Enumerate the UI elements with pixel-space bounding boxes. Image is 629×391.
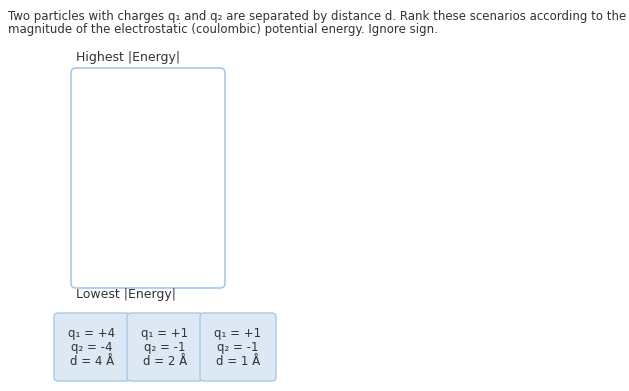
FancyBboxPatch shape bbox=[127, 313, 203, 381]
Text: Lowest |Energy|: Lowest |Energy| bbox=[76, 288, 176, 301]
Text: Highest |Energy|: Highest |Energy| bbox=[76, 51, 180, 64]
Text: d = 1 Å: d = 1 Å bbox=[216, 355, 260, 368]
Text: magnitude of the electrostatic (coulombic) potential energy. Ignore sign.: magnitude of the electrostatic (coulombi… bbox=[8, 23, 438, 36]
Text: d = 4 Å: d = 4 Å bbox=[70, 355, 114, 368]
Text: d = 2 Å: d = 2 Å bbox=[143, 355, 187, 368]
Text: q₁ = +4: q₁ = +4 bbox=[69, 327, 116, 340]
Text: q₁ = +1: q₁ = +1 bbox=[214, 327, 262, 340]
Text: q₁ = +1: q₁ = +1 bbox=[142, 327, 189, 340]
Text: q₂ = -1: q₂ = -1 bbox=[144, 341, 186, 354]
FancyBboxPatch shape bbox=[54, 313, 130, 381]
FancyBboxPatch shape bbox=[200, 313, 276, 381]
Text: q₂ = -4: q₂ = -4 bbox=[71, 341, 113, 354]
Text: Two particles with charges q₁ and q₂ are separated by distance d. Rank these sce: Two particles with charges q₁ and q₂ are… bbox=[8, 10, 626, 23]
FancyBboxPatch shape bbox=[71, 68, 225, 288]
Text: q₂ = -1: q₂ = -1 bbox=[217, 341, 259, 354]
